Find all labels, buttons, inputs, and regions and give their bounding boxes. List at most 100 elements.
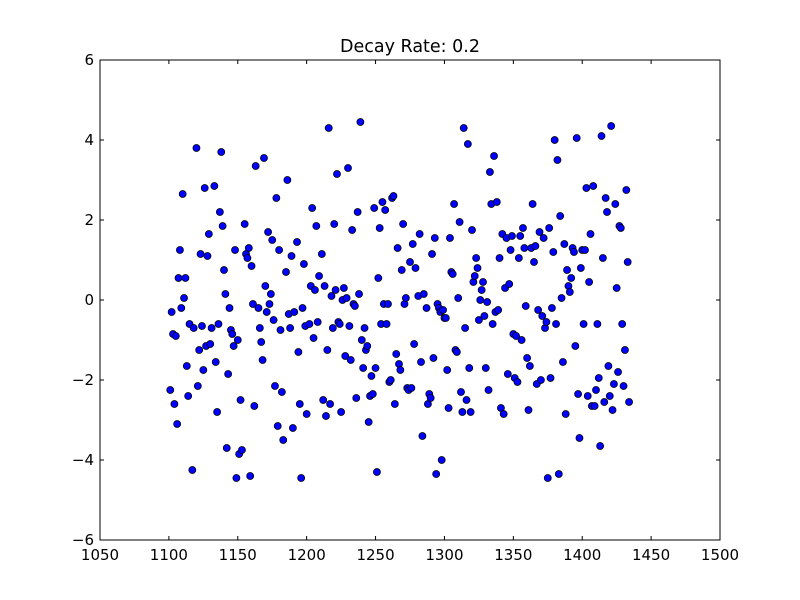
data-point-128 xyxy=(355,290,363,298)
data-point-107 xyxy=(326,400,334,408)
data-point-210 xyxy=(470,272,479,280)
data-point-18 xyxy=(193,382,202,390)
data-point-56 xyxy=(249,300,257,308)
data-point-71 xyxy=(271,382,279,390)
data-point-307 xyxy=(604,362,613,370)
data-point-263 xyxy=(543,474,552,482)
data-point-280 xyxy=(567,274,576,282)
data-point-38 xyxy=(222,444,231,452)
data-point-39 xyxy=(224,370,233,378)
data-point-240 xyxy=(512,332,520,340)
data-point-224 xyxy=(490,152,498,160)
data-point-59 xyxy=(254,304,263,312)
data-point-275 xyxy=(560,240,569,248)
data-point-266 xyxy=(548,304,556,312)
data-point-8 xyxy=(177,304,186,312)
data-point-63 xyxy=(260,154,268,162)
data-point-174 xyxy=(419,290,428,298)
data-point-297 xyxy=(590,402,599,410)
data-point-40 xyxy=(225,304,234,312)
data-point-75 xyxy=(276,326,285,334)
data-point-249 xyxy=(524,406,533,414)
data-point-276 xyxy=(561,410,570,418)
data-point-231 xyxy=(499,410,508,418)
data-point-138 xyxy=(368,390,377,398)
data-point-208 xyxy=(468,226,476,234)
data-point-268 xyxy=(550,136,559,144)
data-point-11 xyxy=(181,274,190,282)
data-point-117 xyxy=(339,284,348,292)
data-point-25 xyxy=(203,252,212,260)
data-point-135 xyxy=(364,418,373,426)
data-point-103 xyxy=(320,282,329,290)
data-point-158 xyxy=(396,366,405,374)
data-point-270 xyxy=(553,156,562,164)
data-point-284 xyxy=(572,134,581,142)
data-point-27 xyxy=(206,340,215,348)
data-point-182 xyxy=(432,470,441,478)
data-point-127 xyxy=(353,208,362,216)
data-point-74 xyxy=(275,246,284,254)
data-point-195 xyxy=(450,200,458,208)
data-point-172 xyxy=(417,358,425,366)
data-point-223 xyxy=(488,320,497,328)
data-point-90 xyxy=(300,260,308,268)
data-point-199 xyxy=(455,218,464,226)
data-point-12 xyxy=(182,362,191,370)
data-point-61 xyxy=(257,338,266,346)
data-point-44 xyxy=(231,246,239,254)
data-point-139 xyxy=(370,204,379,212)
data-point-98 xyxy=(312,222,321,230)
data-point-16 xyxy=(189,324,198,332)
data-point-237 xyxy=(508,232,516,240)
data-point-155 xyxy=(392,350,401,358)
data-point-236 xyxy=(506,246,515,254)
data-point-227 xyxy=(494,306,503,314)
data-point-54 xyxy=(246,472,255,480)
data-point-304 xyxy=(600,398,609,406)
data-point-179 xyxy=(428,250,436,258)
data-points xyxy=(166,118,633,482)
data-point-313 xyxy=(612,284,621,292)
data-point-162 xyxy=(401,294,410,302)
data-point-205 xyxy=(463,140,472,148)
x-tick-label-4: 1250 xyxy=(356,546,394,564)
data-point-320 xyxy=(622,186,631,194)
data-point-82 xyxy=(287,252,296,260)
data-point-119 xyxy=(342,294,351,302)
data-point-308 xyxy=(605,392,614,400)
data-point-160 xyxy=(399,220,408,228)
data-point-4 xyxy=(171,332,180,340)
data-point-166 xyxy=(407,384,416,392)
data-point-95 xyxy=(308,204,317,212)
x-tick-label-7: 1400 xyxy=(563,546,601,564)
data-point-143 xyxy=(375,224,384,232)
data-point-132 xyxy=(360,324,369,332)
data-point-245 xyxy=(519,224,527,232)
data-point-120 xyxy=(344,164,352,172)
data-point-305 xyxy=(601,194,610,202)
y-tick-label-3: 0 xyxy=(84,291,94,309)
data-point-22 xyxy=(199,366,208,374)
data-point-3 xyxy=(170,400,179,408)
data-point-283 xyxy=(571,342,580,350)
x-tick-label-0: 1050 xyxy=(81,546,119,564)
data-point-126 xyxy=(352,394,361,402)
data-point-156 xyxy=(393,244,402,252)
data-point-28 xyxy=(207,324,216,332)
data-point-292 xyxy=(583,392,592,400)
data-point-7 xyxy=(176,246,184,254)
data-point-89 xyxy=(298,304,307,312)
data-point-218 xyxy=(481,364,490,372)
data-point-241 xyxy=(513,378,522,386)
data-point-9 xyxy=(178,190,187,198)
data-point-285 xyxy=(574,390,582,398)
data-point-259 xyxy=(538,312,547,320)
data-point-102 xyxy=(319,396,328,404)
data-point-35 xyxy=(218,222,227,230)
data-point-100 xyxy=(315,272,323,280)
data-point-130 xyxy=(357,336,366,344)
data-point-79 xyxy=(283,176,292,184)
data-point-32 xyxy=(214,320,223,328)
